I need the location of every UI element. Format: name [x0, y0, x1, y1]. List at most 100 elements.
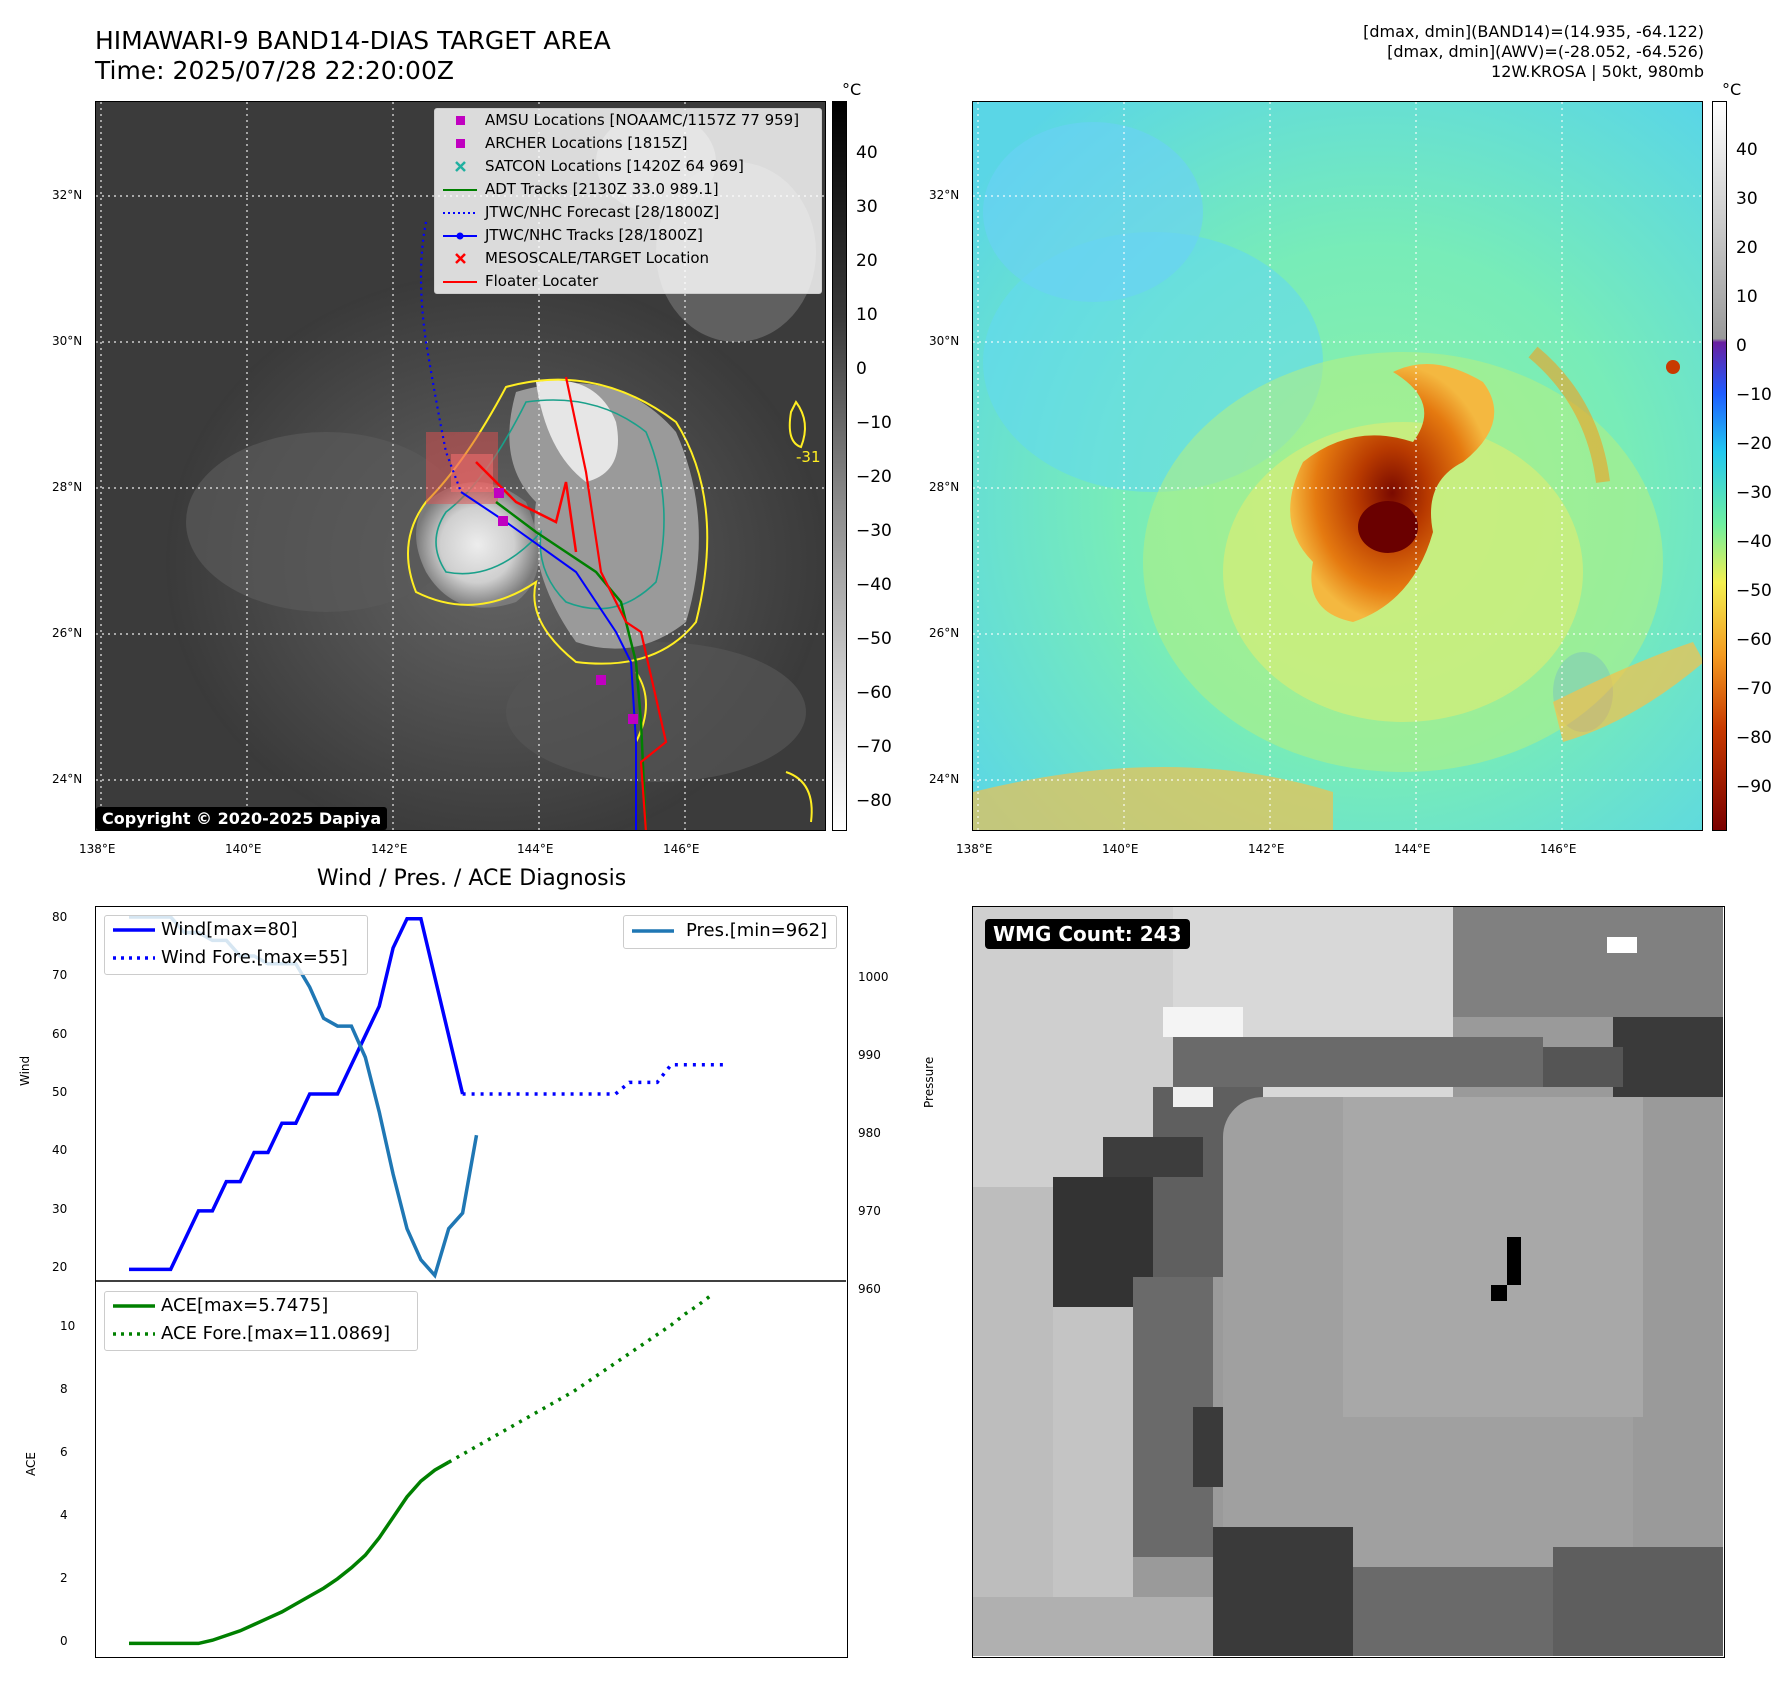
lon-label: 146°E — [663, 842, 700, 856]
ir-colorbar-tick-label: −70 — [856, 737, 892, 757]
ir-colorbar-tick-label: 10 — [856, 305, 878, 325]
x-marker-icon — [455, 161, 466, 172]
color-colorbar-tick-label: −90 — [1736, 777, 1772, 797]
solid-line-icon — [113, 928, 155, 932]
legend-item-satcon: SATCON Locations [1420Z 64 969] — [435, 155, 821, 178]
lon-label: 146°E — [1540, 842, 1577, 856]
legend-item-jtwc-forecast: JTWC/NHC Forecast [28/1800Z] — [435, 201, 821, 224]
lon-label: 138°E — [79, 842, 116, 856]
wind-tick-label: 80 — [52, 909, 68, 924]
lat-label: 26°N — [929, 626, 960, 640]
line-marker-icon — [443, 189, 477, 191]
ace-tick-label: 2 — [60, 1571, 68, 1586]
legend-label: SATCON Locations [1420Z 64 969] — [485, 157, 744, 175]
legend-label: ARCHER Locations [1815Z] — [485, 134, 688, 152]
legend-item-jtwc-tracks: JTWC/NHC Tracks [28/1800Z] — [435, 224, 821, 247]
dotted-line-icon — [113, 956, 155, 960]
legend-item-ace-fore: ACE Fore.[max=11.0869] — [105, 1320, 417, 1348]
pressure-tick-label: 960 — [858, 1282, 881, 1296]
wmg-count-badge: WMG Count: 243 — [985, 919, 1190, 949]
figure-title: HIMAWARI-9 BAND14-DIAS TARGET AREA — [95, 26, 611, 55]
lon-label: 138°E — [956, 842, 993, 856]
lon-label: 144°E — [1394, 842, 1431, 856]
color-colorbar-tick-label: −80 — [1736, 728, 1772, 748]
ace-forecast-line — [447, 1292, 714, 1464]
wind-forecast-line — [462, 1063, 727, 1096]
pressure-axis-label: Pressure — [922, 1056, 936, 1108]
wind-tick-label: 60 — [52, 1026, 68, 1041]
ir-colorbar-tick-label: 30 — [856, 197, 878, 217]
legend-item-pressure: Pres.[min=962] — [624, 916, 836, 946]
color-colorbar-tick-label: 10 — [1736, 287, 1758, 307]
color-colorbar-tick-label: −10 — [1736, 385, 1772, 405]
color-colorbar-tick-label: −40 — [1736, 532, 1772, 552]
diag-frame: Wind[max=80] Wind Fore.[max=55] Pres.[mi… — [95, 906, 848, 1658]
wind-tick-label: 50 — [52, 1085, 68, 1099]
line-dot-icon — [443, 232, 477, 240]
wind-tick-label: 20 — [52, 1260, 68, 1275]
x-marker-icon — [455, 253, 466, 264]
color-map-panel — [972, 101, 1703, 831]
dotted-line-icon — [443, 212, 477, 214]
dotted-line-icon — [113, 1332, 155, 1336]
legend-label: ACE[max=5.7475] — [161, 1295, 329, 1316]
legend-label: Wind Fore.[max=55] — [161, 947, 348, 968]
legend-label: Wind[max=80] — [161, 919, 298, 940]
ir-colorbar-tick-label: −10 — [856, 413, 892, 433]
lat-label: 28°N — [929, 480, 960, 494]
color-colorbar-tick-label: −30 — [1736, 483, 1772, 503]
ir-colorbar-tick-label: −30 — [856, 521, 892, 541]
color-colorbar-tick-label: 40 — [1736, 140, 1758, 160]
ace-tick-label: 4 — [60, 1508, 68, 1523]
lat-label: 32°N — [929, 188, 960, 202]
ir-colorbar-tick-label: −60 — [856, 683, 892, 703]
legend-item-archer: ARCHER Locations [1815Z] — [435, 132, 821, 155]
ace-tick-label: 0 — [60, 1634, 68, 1649]
wind-series-group — [129, 916, 727, 1272]
color-map — [973, 102, 1702, 830]
ir-colorbar-tick-label: −50 — [856, 629, 892, 649]
legend-item-floater: Floater Locater — [435, 270, 821, 293]
lon-label: 140°E — [225, 842, 262, 856]
diag-chart — [96, 915, 846, 1646]
lat-label: 32°N — [52, 188, 83, 202]
pressure-tick-label: 970 — [858, 1204, 881, 1219]
wind-tick-label: 30 — [52, 1201, 68, 1216]
square-marker-icon — [456, 139, 465, 148]
color-colorbar-tick-label: −20 — [1736, 434, 1772, 454]
figure-time: Time: 2025/07/28 22:20:00Z — [95, 56, 454, 85]
solid-line-icon — [113, 1304, 155, 1308]
legend-label: Floater Locater — [485, 272, 599, 290]
line-marker-icon — [443, 281, 477, 283]
legend-item-ace: ACE[max=5.7475] — [105, 1292, 417, 1320]
wind-axis-label: Wind — [18, 1055, 32, 1086]
ace-axis-label: ACE — [24, 1452, 38, 1476]
ace-line — [129, 1460, 450, 1646]
lon-label: 142°E — [371, 842, 408, 856]
lon-label: 142°E — [1248, 842, 1285, 856]
lon-label: 140°E — [1102, 842, 1139, 856]
ir-colorbar-tick-label: 0 — [856, 359, 867, 379]
legend-label: ACE Fore.[max=11.0869] — [161, 1323, 390, 1344]
colorbar-unit: °C — [842, 80, 862, 99]
legend-label: ADT Tracks [2130Z 33.0 989.1] — [485, 180, 719, 198]
legend-item-mesoscale: MESOSCALE/TARGET Location — [435, 247, 821, 270]
map-legend: AMSU Locations [NOAAMC/1157Z 77 959] ARC… — [434, 108, 822, 294]
ace-series-group — [129, 1292, 714, 1646]
lat-label: 30°N — [929, 334, 960, 348]
ir-colorbar-tick-label: −20 — [856, 467, 892, 487]
ir-map-panel: -31 AMSU Locations [NOAAMC/1157Z 77 959]… — [95, 101, 826, 831]
lat-label: 26°N — [52, 626, 83, 640]
legend-label: JTWC/NHC Forecast [28/1800Z] — [485, 203, 720, 221]
legend-item-adt: ADT Tracks [2130Z 33.0 989.1] — [435, 178, 821, 201]
pressure-tick-label: 980 — [858, 1126, 881, 1141]
legend-label: AMSU Locations [NOAAMC/1157Z 77 959] — [485, 111, 800, 129]
solid-line-icon — [632, 929, 674, 933]
legend-label: Pres.[min=962] — [686, 920, 828, 941]
color-colorbar-tick-label: 20 — [1736, 238, 1758, 258]
lat-label: 24°N — [52, 772, 83, 786]
lat-label: 24°N — [929, 772, 960, 786]
copyright-badge: Copyright © 2020-2025 Dapiya — [96, 807, 388, 830]
ace-tick-label: 8 — [60, 1382, 68, 1397]
legend-label: JTWC/NHC Tracks [28/1800Z] — [485, 226, 703, 244]
